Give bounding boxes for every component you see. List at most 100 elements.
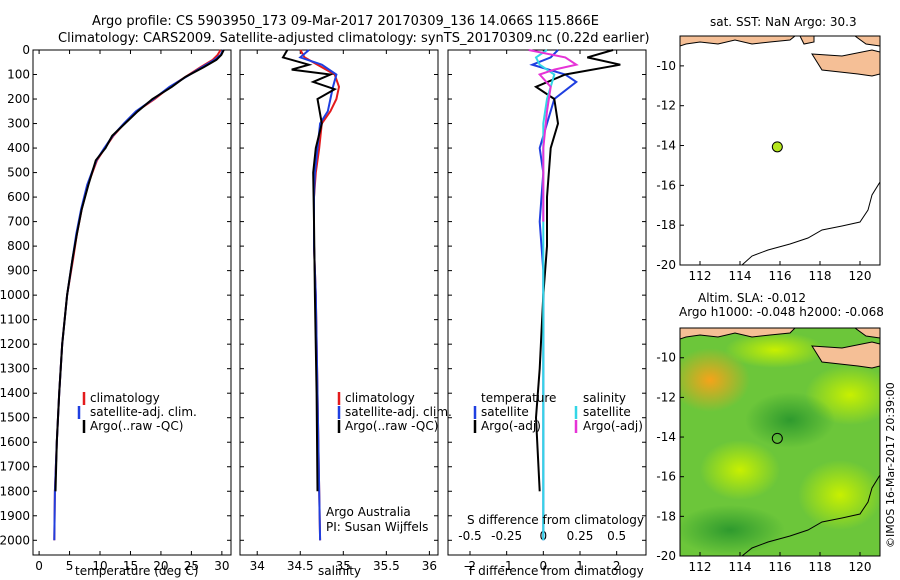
y-tick-label: -18 [656,509,676,523]
legend-header-salinity: salinity [583,391,626,405]
x-tick-label: 35 [336,559,351,573]
header-line-2: Climatology: CARS2009. Satellite-adjuste… [58,31,650,46]
temperature-legend: climatology satellite-adj. clim. Argo(..… [77,391,197,433]
s-tick-label: 0.5 [607,529,626,543]
series-line-argo-raw-qc- [281,49,338,492]
y-tick-label: 1300 [0,362,30,376]
s-tick-label: 0.25 [567,529,594,543]
y-tick-label: 500 [7,166,30,180]
legend-label-argo: Argo(..raw -QC) [345,419,438,433]
salinity-legend: climatology satellite-adj. clim. Argo(..… [337,391,452,433]
x-tick-label: 116 [769,269,792,283]
x-tick-label: 114 [729,269,752,283]
y-tick-label: 1800 [0,484,30,498]
y-tick-label: -20 [656,258,676,272]
legend-header-temperature: temperature [481,391,556,405]
land-island-flores [799,36,815,45]
x-tick-label: 120 [849,560,872,574]
sla-map-title: Altim. SLA: -0.012 [698,291,806,305]
difference-panel: -2 -1 0 1 2-0.5 -0.25 0 0.25 0.5 S difference fr… [447,49,647,578]
y-tick-label: -16 [656,178,676,192]
y-tick-label: 900 [7,264,30,278]
imos-credit: ©IMOS 16-Mar-2017 20:39:00 [884,382,897,548]
y-tick-label: -12 [656,390,676,404]
y-tick-label: -14 [656,430,676,444]
series-line-satellite-adj-clim- [53,49,224,541]
s-difference-label: S difference from climatology [467,513,644,527]
sst-map-axis: 112 114 116 118 120 -10 -12 -14 -16 -18 -20 [656,59,871,283]
sla-anomaly [798,460,880,530]
y-tick-label: -10 [656,351,676,365]
x-tick-label: 30 [214,559,229,573]
x-tick-label: 35.5 [373,559,400,573]
salinity-plot-frame [239,49,439,556]
x-tick-label: 36 [422,559,437,573]
x-tick-label: 2 [613,559,621,573]
legend-label-satellite: satellite-adj. clim. [345,405,452,419]
sla-heatmap [680,328,880,556]
x-tick-label: 112 [689,560,712,574]
y-tick-label: -18 [656,218,676,232]
sst-map-title: sat. SST: NaN Argo: 30.3 [710,15,857,29]
y-tick-label: 0 [22,43,30,57]
legend-label-sal-argo: Argo(-adj) [583,419,643,433]
x-tick-label: -2 [464,559,476,573]
x-tick-label: 0 [35,559,43,573]
y-tick-label: 1600 [0,435,30,449]
sla-map-panel: Altim. SLA: -0.012 Argo h1000: -0.048 h2… [656,291,884,574]
temperature-series [53,49,225,541]
y-tick-label: 1900 [0,509,30,523]
argo-float-marker [771,432,783,444]
series-line-salinity-argo-adj- [528,49,579,222]
y-tick-label: 100 [7,68,30,82]
header-line-1: Argo profile: CS 5903950_173 09-Mar-2017… [92,14,599,29]
y-tick-label: -12 [656,99,676,113]
land-island-timor [854,36,880,47]
y-tick-label: -10 [656,59,676,73]
salinity-series [281,49,341,541]
y-tick-label: 1700 [0,460,30,474]
land-island-timor [854,328,880,339]
legend-label-argo: Argo(..raw -QC) [90,419,183,433]
sla-low-anomaly [680,505,785,555]
temperature-plot-frame [32,49,232,556]
sla-high-anomaly [680,348,750,412]
y-tick-label: 1000 [0,288,30,302]
y-tick-label: -16 [656,470,676,484]
land-island-sumba [811,341,880,369]
x-tick-label: 0 [540,559,548,573]
y-tick-label: 600 [7,190,30,204]
y-tick-label: 200 [7,92,30,106]
series-line-temperature-argo-adj- [533,49,621,492]
x-tick-label: 118 [809,269,832,283]
y-tick-label: -14 [656,139,676,153]
x-tick-label: 15 [123,559,138,573]
t-difference-label: T difference from climatology [466,564,644,578]
x-tick-label: 1 [576,559,584,573]
land-island-sumba [811,49,880,77]
y-tick-label: 300 [7,117,30,131]
x-tick-label: -1 [501,559,513,573]
x-tick-label: 5 [66,559,74,573]
x-tick-label: 120 [849,269,872,283]
y-tick-label: 700 [7,215,30,229]
bathymetry-contour [741,474,880,556]
series-line-climatology [53,49,222,541]
difference-axis: -2 -1 0 1 2-0.5 -0.25 0 0.25 0.5 [448,49,646,573]
land-coast-north [680,36,796,47]
legend-label-sal-satellite: satellite [583,405,631,419]
difference-series [528,49,621,541]
x-tick-label: 114 [729,560,752,574]
y-tick-label: 1200 [0,337,30,351]
land-coast-north [680,328,796,340]
sla-anomaly [725,332,825,368]
sst-map-panel: sat. SST: NaN Argo: 30.3 112 114 116 118 120… [656,15,881,283]
x-tick-label: 20 [153,559,168,573]
x-tick-label: 34.5 [287,559,314,573]
sla-low-anomaly [745,392,835,448]
sla-map-subtitle: Argo h1000: -0.048 h2000: -0.068 [679,305,884,319]
series-line-salinity-satellite [534,49,556,541]
salinity-xlabel: salinity [318,564,361,578]
x-tick-label: 10 [92,559,107,573]
